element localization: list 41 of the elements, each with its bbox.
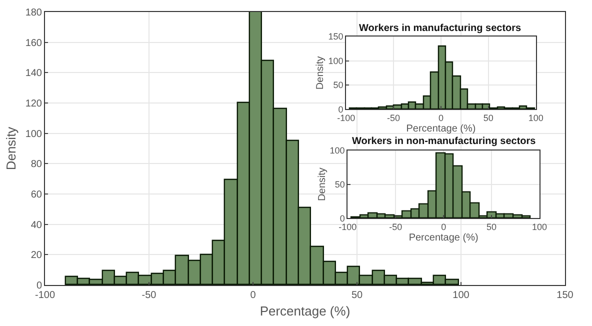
y-tick-label: 50	[333, 80, 344, 90]
x-tick-label: 0	[441, 222, 446, 232]
y-tick-label: 150	[328, 32, 344, 42]
x-tick-label: 150	[556, 290, 574, 301]
chart-title: Workers in manufacturing sectors	[359, 23, 522, 34]
x-axis-title: Percentage (%)	[260, 304, 350, 319]
y-tick-label: 140	[25, 68, 42, 80]
y-axis-title: Density	[316, 168, 328, 201]
x-tick-label: -50	[142, 290, 157, 301]
x-tick-label: -100	[34, 290, 56, 301]
y-tick-label: 60	[30, 190, 42, 200]
x-tick-label: 0	[438, 112, 444, 123]
x-tick-label: -100	[338, 222, 357, 232]
x-tick-label: 100	[528, 112, 544, 123]
y-tick-label: 50	[334, 179, 345, 190]
y-tick-label: 0	[340, 213, 345, 224]
y-tick-label: 20	[30, 250, 42, 262]
y-tick-label: 80	[30, 159, 42, 170]
chart-title: Workers in non-manufacturing sectors	[352, 136, 536, 147]
y-tick-label: 40	[30, 220, 42, 231]
x-tick-label: 100	[532, 222, 548, 232]
x-tick-label: -50	[387, 112, 400, 123]
x-tick-label: -50	[389, 222, 402, 232]
x-tick-label: -100	[337, 112, 356, 123]
y-tick-label: 100	[330, 146, 345, 156]
x-tick-label: 50	[486, 222, 497, 232]
x-tick-label: 100	[452, 290, 470, 301]
x-tick-label: 50	[483, 112, 494, 123]
y-tick-label: 100	[328, 56, 344, 66]
y-axis-title: Density	[315, 56, 326, 90]
y-tick-label: 180	[25, 8, 42, 18]
y-tick-label: 160	[25, 38, 42, 49]
y-tick-label: 0	[338, 104, 344, 114]
x-axis-title: Percentage (%)	[406, 123, 476, 134]
x-axis-title: Percentage (%)	[408, 232, 478, 244]
y-tick-label: 100	[25, 128, 42, 140]
x-tick-label: 50	[351, 290, 363, 301]
y-tick-label: 120	[25, 98, 42, 110]
x-tick-label: 0	[250, 290, 256, 301]
y-tick-label: 0	[36, 280, 42, 292]
y-axis-title: Density	[3, 126, 18, 170]
